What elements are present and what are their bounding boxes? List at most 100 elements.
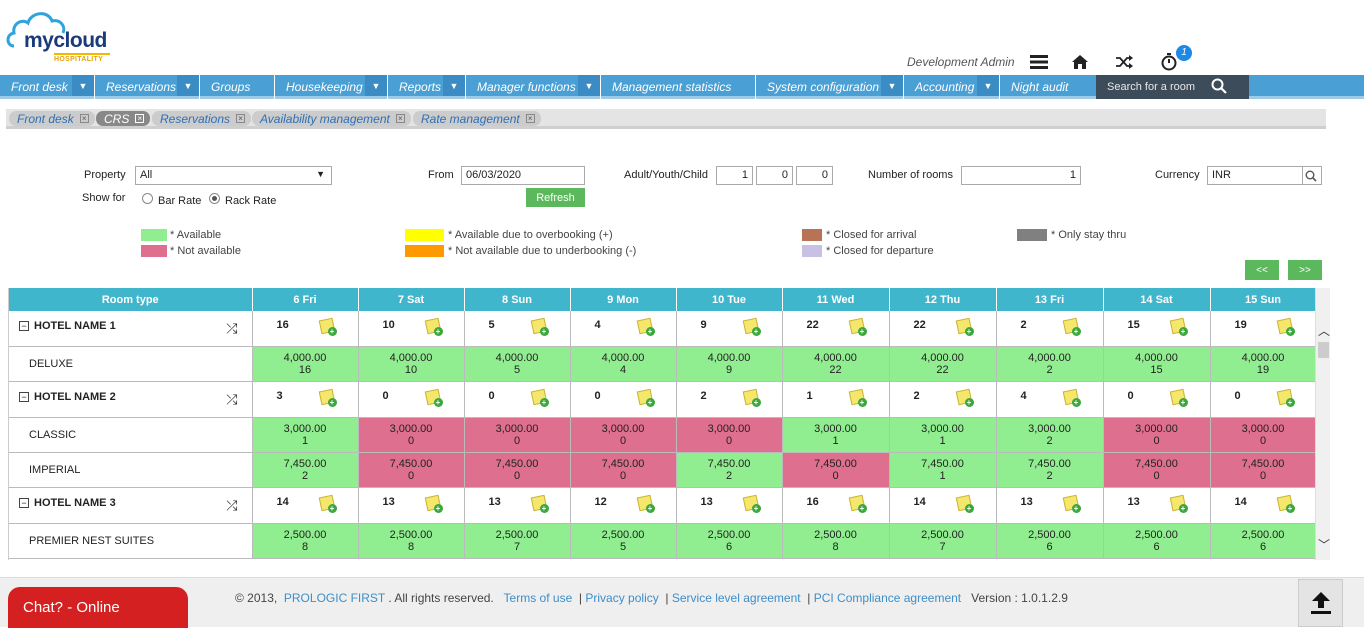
rate-cell[interactable]: 2,500.00 6 xyxy=(676,523,783,559)
add-note-icon[interactable]: + xyxy=(1062,317,1081,336)
property-select[interactable]: All ▼ xyxy=(135,166,332,185)
chevron-down-icon[interactable]: ▼ xyxy=(72,75,94,96)
chevron-down-icon[interactable]: ▼ xyxy=(365,75,387,96)
add-note-icon[interactable]: + xyxy=(636,388,655,407)
add-note-icon[interactable]: + xyxy=(318,317,337,336)
tab-crs[interactable]: CRS × xyxy=(96,111,151,126)
menu-icon[interactable] xyxy=(1028,52,1050,72)
terms-link[interactable]: Terms of use xyxy=(503,591,573,605)
add-note-icon[interactable]: + xyxy=(1276,388,1295,407)
collapse-icon[interactable]: − xyxy=(19,498,29,508)
add-note-icon[interactable]: + xyxy=(530,317,549,336)
chevron-down-icon[interactable]: ▼ xyxy=(977,75,999,96)
notification-badge[interactable]: 1 xyxy=(1176,45,1192,61)
close-icon[interactable]: × xyxy=(79,114,89,123)
rate-cell[interactable]: 7,450.00 1 xyxy=(889,452,997,488)
add-note-icon[interactable]: + xyxy=(424,317,443,336)
rate-cell[interactable]: 3,000.00 0 xyxy=(570,417,677,453)
add-note-icon[interactable]: + xyxy=(636,317,655,336)
nav-reservations[interactable]: Reservations ▼ xyxy=(95,75,200,99)
rate-cell[interactable]: 7,450.00 2 xyxy=(676,452,783,488)
close-icon[interactable]: × xyxy=(395,114,405,123)
add-note-icon[interactable]: + xyxy=(424,388,443,407)
room-search[interactable]: Search for a room xyxy=(1096,75,1249,99)
rate-cell[interactable]: 7,450.00 0 xyxy=(358,452,465,488)
rate-cell[interactable]: 7,450.00 0 xyxy=(1103,452,1211,488)
refresh-button[interactable]: Refresh xyxy=(526,188,585,207)
rate-cell[interactable]: 4,000.00 16 xyxy=(252,346,359,382)
rate-cell[interactable]: 3,000.00 0 xyxy=(358,417,465,453)
add-note-icon[interactable]: + xyxy=(318,494,337,513)
rate-cell[interactable]: 2,500.00 8 xyxy=(252,523,359,559)
collapse-icon[interactable]: − xyxy=(19,321,29,331)
pci-link[interactable]: PCI Compliance agreement xyxy=(813,591,962,605)
rate-cell[interactable]: 4,000.00 2 xyxy=(996,346,1104,382)
rate-cell[interactable]: 7,450.00 0 xyxy=(570,452,677,488)
add-note-icon[interactable]: + xyxy=(1169,388,1188,407)
tab-availability-management[interactable]: Availability management × xyxy=(252,111,411,126)
user-name[interactable]: Development Admin xyxy=(907,55,1015,69)
rate-cell[interactable]: 7,450.00 2 xyxy=(252,452,359,488)
chevron-up-icon[interactable]: ︿ xyxy=(1318,324,1331,338)
bar-rate-radio[interactable] xyxy=(142,193,153,204)
chevron-down-icon[interactable]: ▼ xyxy=(881,75,903,96)
close-icon[interactable]: × xyxy=(135,114,145,123)
rate-cell[interactable]: 4,000.00 4 xyxy=(570,346,677,382)
nav-reports[interactable]: Reports ▼ xyxy=(388,75,466,99)
rate-cell[interactable]: 2,500.00 5 xyxy=(570,523,677,559)
add-note-icon[interactable]: + xyxy=(1276,494,1295,513)
add-note-icon[interactable]: + xyxy=(1062,494,1081,513)
next-button[interactable]: >> xyxy=(1288,260,1322,280)
rate-cell[interactable]: 7,450.00 2 xyxy=(996,452,1104,488)
sla-link[interactable]: Service level agreement xyxy=(671,591,801,605)
adult-input[interactable]: 1 xyxy=(716,166,753,185)
close-icon[interactable]: × xyxy=(236,114,246,123)
rate-cell[interactable]: 2,500.00 8 xyxy=(782,523,890,559)
add-note-icon[interactable]: + xyxy=(1062,388,1081,407)
add-note-icon[interactable]: + xyxy=(636,494,655,513)
rate-cell[interactable]: 2,500.00 8 xyxy=(358,523,465,559)
bar-rate-label[interactable]: Bar Rate xyxy=(158,195,202,207)
search-icon[interactable] xyxy=(1305,170,1317,182)
shuffle-icon[interactable]: ⤮ xyxy=(226,391,238,407)
nav-manager-functions[interactable]: Manager functions ▼ xyxy=(466,75,601,99)
add-note-icon[interactable]: + xyxy=(742,388,761,407)
timer-icon[interactable] xyxy=(1158,52,1180,72)
add-note-icon[interactable]: + xyxy=(424,494,443,513)
add-note-icon[interactable]: + xyxy=(848,494,867,513)
nav-groups[interactable]: Groups xyxy=(200,75,275,99)
chat-button[interactable]: Chat? - Online xyxy=(8,587,188,628)
tab-rate-management[interactable]: Rate management × xyxy=(413,111,541,126)
home-icon[interactable] xyxy=(1069,52,1091,72)
chevron-down-icon[interactable]: ▼ xyxy=(316,169,325,179)
add-note-icon[interactable]: + xyxy=(742,317,761,336)
add-note-icon[interactable]: + xyxy=(1169,317,1188,336)
room-search-input[interactable]: Search for a room xyxy=(1107,81,1196,93)
tab-reservations[interactable]: Reservations × xyxy=(152,111,252,126)
shuffle-icon[interactable]: ⤮ xyxy=(226,497,238,513)
shuffle-icon[interactable] xyxy=(1113,52,1135,72)
rack-rate-label[interactable]: Rack Rate xyxy=(225,195,277,207)
add-note-icon[interactable]: + xyxy=(955,388,974,407)
rate-cell[interactable]: 4,000.00 9 xyxy=(676,346,783,382)
scroll-thumb[interactable] xyxy=(1318,342,1329,358)
nav-management-statistics[interactable]: Management statistics xyxy=(601,75,756,99)
rate-cell[interactable]: 3,000.00 0 xyxy=(1210,417,1315,453)
add-note-icon[interactable]: + xyxy=(848,317,867,336)
nav-housekeeping[interactable]: Housekeeping ▼ xyxy=(275,75,388,99)
rate-cell[interactable]: 3,000.00 1 xyxy=(252,417,359,453)
add-note-icon[interactable]: + xyxy=(1169,494,1188,513)
chevron-down-icon[interactable]: ▼ xyxy=(177,75,199,96)
child-input[interactable]: 0 xyxy=(796,166,833,185)
chevron-down-icon[interactable]: ▼ xyxy=(443,75,465,96)
rate-cell[interactable]: 4,000.00 10 xyxy=(358,346,465,382)
shuffle-icon[interactable]: ⤮ xyxy=(226,320,238,336)
currency-input[interactable]: INR xyxy=(1207,166,1322,185)
rate-cell[interactable]: 7,450.00 0 xyxy=(1210,452,1315,488)
chevron-down-icon[interactable]: ▼ xyxy=(578,75,600,96)
add-note-icon[interactable]: + xyxy=(955,494,974,513)
youth-input[interactable]: 0 xyxy=(756,166,793,185)
privacy-link[interactable]: Privacy policy xyxy=(585,591,659,605)
nav-night-audit[interactable]: Night audit xyxy=(1000,75,1096,99)
from-date-input[interactable]: 06/03/2020 xyxy=(461,166,585,185)
